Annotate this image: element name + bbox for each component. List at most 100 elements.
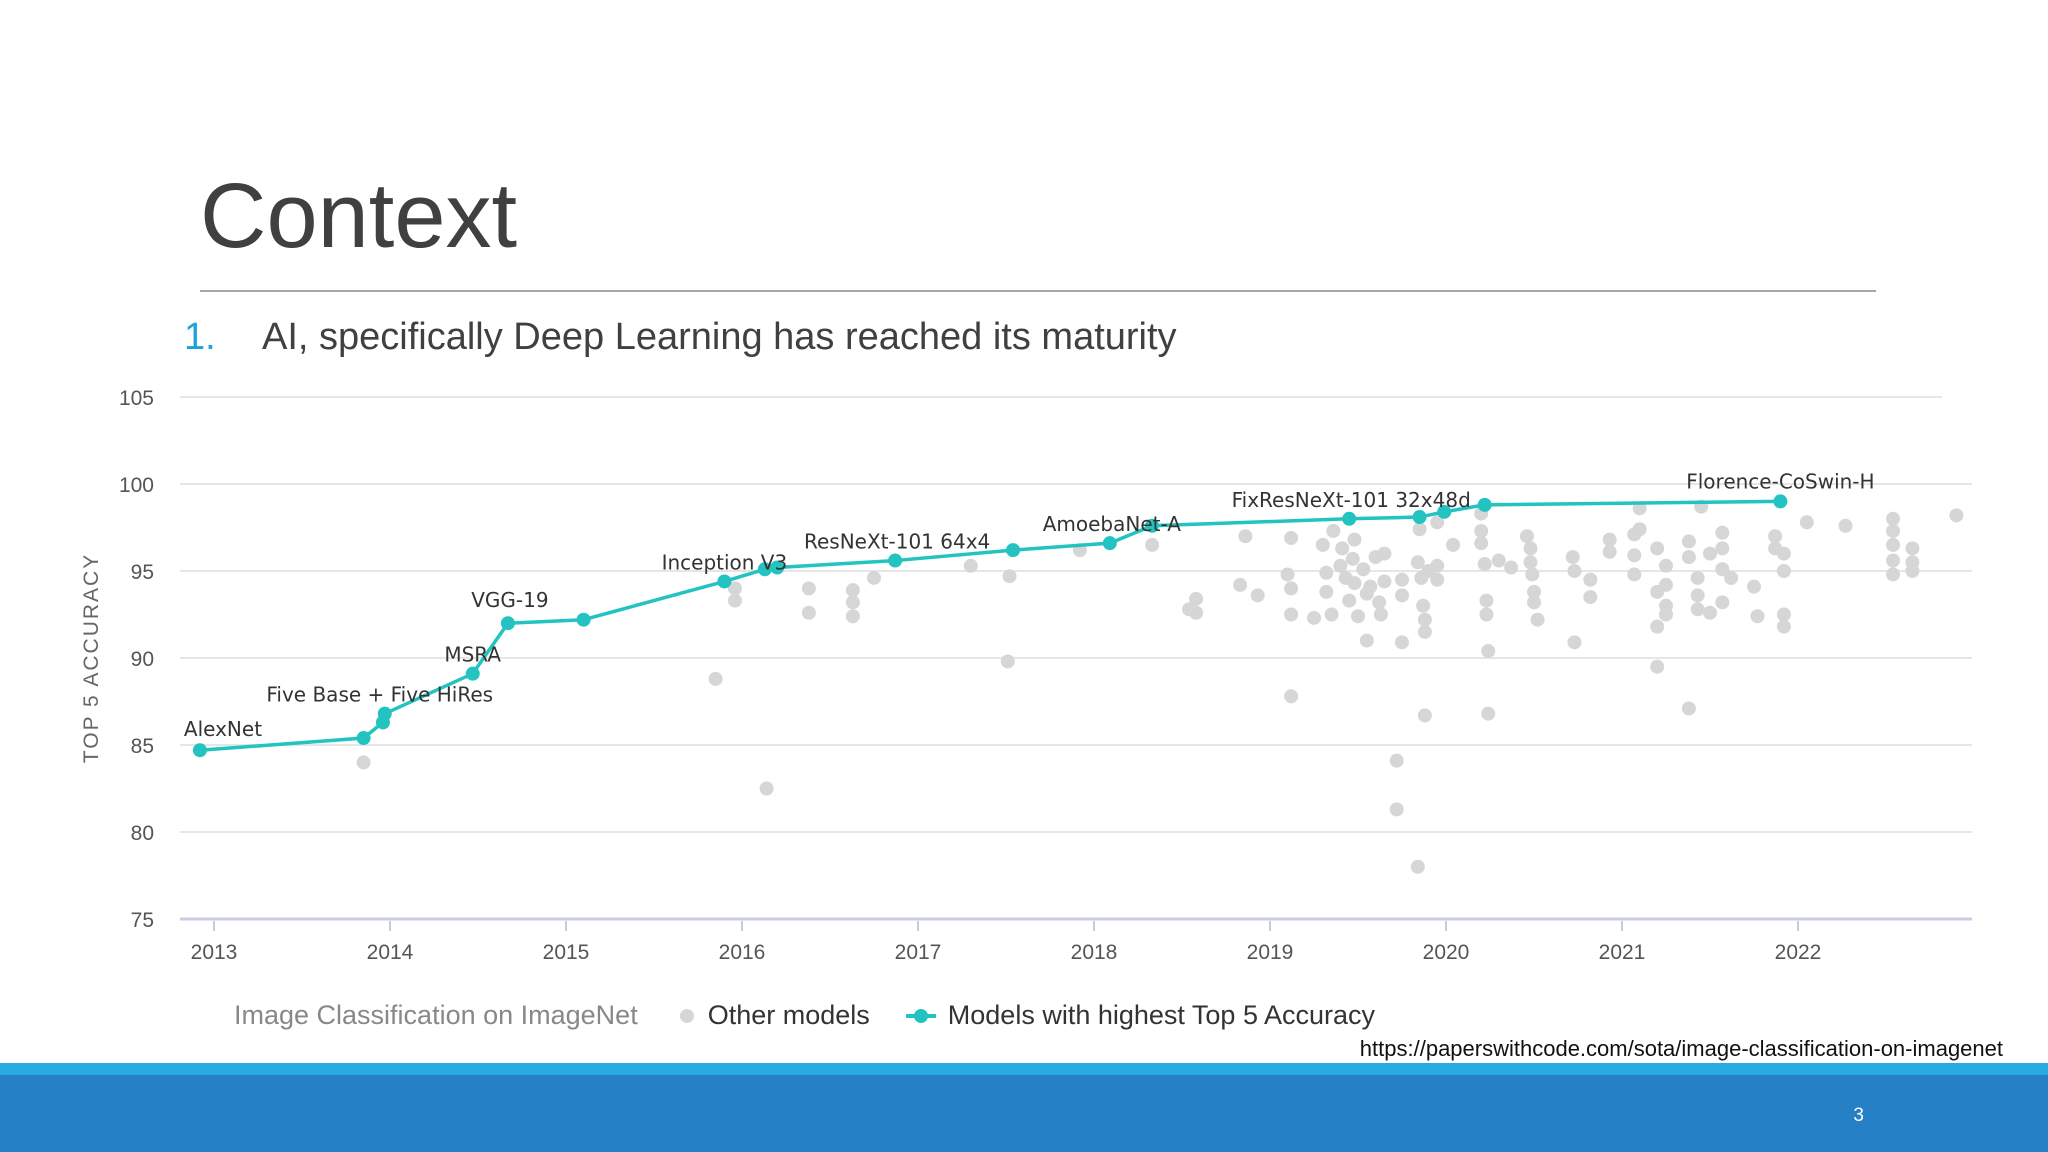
other-model-point: [1715, 525, 1730, 540]
other-model-point: [1690, 602, 1705, 617]
other-model-point: [1333, 558, 1348, 573]
other-model-point: [1326, 523, 1341, 538]
best-model-point: [757, 562, 772, 577]
other-model-point: [1307, 610, 1321, 625]
other-model-point: [1315, 537, 1330, 552]
x-tick-label: 2018: [1071, 941, 1118, 964]
point-label: AlexNet: [184, 717, 262, 741]
other-model-point: [1351, 609, 1365, 624]
best-model-point: [1437, 504, 1452, 519]
other-model-point: [1659, 607, 1673, 622]
best-model-point: [500, 616, 515, 631]
y-tick-label: 80: [131, 822, 154, 845]
best-model-point: [1342, 511, 1357, 526]
y-tick-label: 95: [131, 561, 154, 584]
other-model-point: [759, 781, 774, 796]
other-model-point: [1474, 536, 1489, 551]
other-model-point: [1477, 557, 1492, 572]
point-label: ResNeXt-101 64x4: [804, 530, 990, 554]
best-model-point: [1477, 497, 1492, 512]
other-model-point: [1886, 537, 1901, 552]
other-model-point: [1356, 562, 1371, 577]
other-model-point: [1284, 581, 1299, 596]
other-model-point: [1324, 607, 1339, 622]
y-tick-label: 85: [131, 735, 154, 758]
best-model-point: [717, 574, 732, 589]
source-link[interactable]: https://paperswithcode.com/sota/image-cl…: [1359, 1036, 2003, 1061]
other-model-point: [1949, 508, 1964, 523]
other-model-point: [1395, 635, 1409, 650]
other-model-point: [1659, 558, 1673, 573]
other-model-point: [1659, 577, 1673, 592]
other-model-point: [1527, 595, 1541, 610]
other-model-point: [1715, 562, 1730, 577]
best-model-point: [192, 743, 207, 758]
y-tick-label: 100: [119, 474, 154, 497]
other-model-point: [1602, 532, 1617, 547]
x-tick-label: 2020: [1423, 941, 1470, 964]
other-model-point: [1690, 588, 1705, 603]
other-model-point: [1776, 564, 1791, 578]
other-model-point: [1319, 565, 1334, 580]
other-model-point: [1747, 579, 1761, 594]
other-model-point: [1000, 654, 1015, 669]
other-model-point: [1799, 515, 1814, 530]
other-model-point: [1632, 522, 1647, 537]
other-model-point: [845, 583, 860, 598]
best-model-point: [465, 666, 480, 681]
other-model-point: [1481, 644, 1496, 659]
other-model-point: [1650, 659, 1665, 674]
other-model-point: [1565, 550, 1580, 565]
other-model-point: [1681, 550, 1696, 565]
other-model-point: [1474, 523, 1489, 538]
other-model-point: [1567, 564, 1582, 578]
other-model-point: [1373, 607, 1388, 622]
other-model-point: [1416, 598, 1431, 613]
other-model-point: [1342, 593, 1357, 608]
best-model-point: [356, 731, 371, 746]
x-tick-label: 2017: [895, 941, 942, 964]
other-model-point: [356, 755, 371, 770]
other-model-point: [1250, 588, 1265, 603]
other-model-point: [1886, 567, 1901, 582]
y-tick-label: 75: [131, 909, 154, 932]
best-model-point: [1006, 543, 1021, 558]
other-model-point: [963, 558, 978, 573]
other-model-point: [1410, 859, 1425, 874]
other-model-point: [1715, 595, 1730, 610]
other-model-point: [1724, 570, 1739, 585]
best-model-point: [1412, 510, 1427, 525]
other-model-point: [1886, 511, 1901, 526]
best-model-point: [770, 560, 785, 575]
bullet-text: AI, specifically Deep Learning has reach…: [262, 316, 1177, 358]
other-model-point: [1430, 572, 1445, 587]
other-model-point: [1905, 564, 1920, 578]
other-model-point: [1905, 541, 1920, 556]
other-model-point: [1446, 537, 1461, 552]
bullet-number: 1.: [184, 316, 216, 358]
other-model-point: [1395, 588, 1409, 603]
other-model-point: [1430, 558, 1445, 573]
other-model-point: [1372, 595, 1387, 610]
other-model-point: [1886, 523, 1901, 538]
other-model-point: [1319, 584, 1334, 599]
legend-best-label[interactable]: Models with highest Top 5 Accuracy: [947, 1000, 1376, 1030]
bullet-item: 1. AI, specifically Deep Learning has rea…: [184, 316, 1177, 359]
other-model-point: [1583, 572, 1598, 587]
other-model-point: [1681, 701, 1696, 716]
other-model-point: [1145, 537, 1160, 552]
chart-legend: Image Classification on ImageNet Other m…: [234, 1000, 1375, 1031]
other-model-point: [1750, 609, 1765, 624]
other-model-point: [1280, 567, 1295, 582]
y-axis-label: TOP 5 ACCURACY: [80, 553, 103, 763]
point-label: MSRA: [444, 643, 501, 667]
other-model-point: [1583, 590, 1598, 605]
page-number: 3: [1853, 1105, 1864, 1126]
other-model-point: [867, 570, 881, 585]
legend-other-label[interactable]: Other models: [707, 1000, 870, 1030]
other-model-point: [1491, 553, 1506, 568]
other-model-point: [1602, 544, 1617, 559]
other-model-point: [1189, 605, 1204, 620]
other-model-point: [1359, 633, 1374, 648]
other-model-point: [1389, 802, 1404, 817]
